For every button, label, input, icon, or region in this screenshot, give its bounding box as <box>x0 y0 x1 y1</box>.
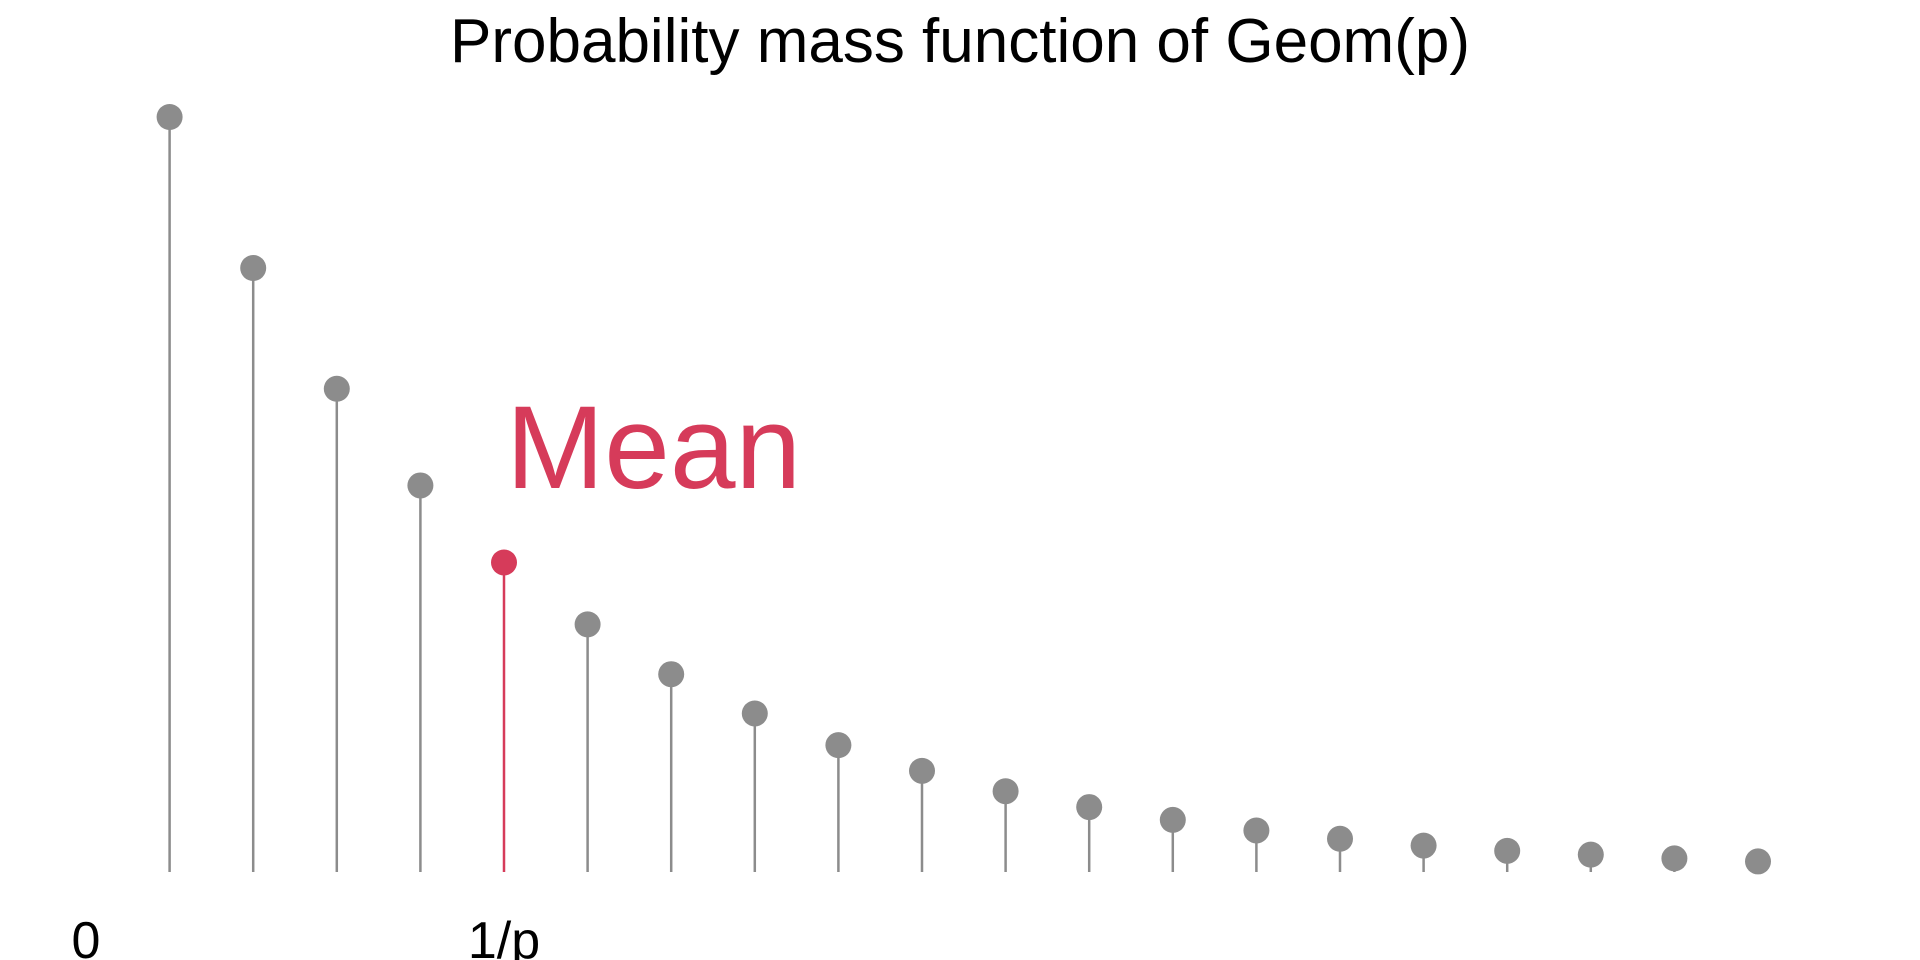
stem-marker <box>323 375 350 402</box>
stem-marker <box>1159 806 1186 833</box>
stem-marker <box>1410 832 1437 859</box>
stem-marker <box>1327 825 1353 852</box>
stem-marker-mean <box>491 549 517 576</box>
stem-marker <box>1076 794 1103 821</box>
stem-marker <box>1745 848 1771 875</box>
chart-title: Probability mass function of Geom(p) <box>450 7 1470 76</box>
stem-marker <box>1577 841 1604 868</box>
stem-marker <box>741 700 768 727</box>
stems-layer <box>156 104 1771 875</box>
stem-marker <box>156 104 183 130</box>
x-tick-label: 0 <box>72 912 101 960</box>
stem-marker <box>825 732 852 759</box>
stem-marker <box>407 472 434 499</box>
stem-marker <box>1494 837 1521 864</box>
x-tick-label: 1/p <box>468 912 540 960</box>
stem-marker <box>909 757 935 784</box>
stem-marker <box>1661 845 1688 872</box>
x-tick-labels: 0 1/p <box>72 912 541 960</box>
stem-marker <box>658 661 685 688</box>
stem-marker <box>574 611 601 638</box>
mean-annotation: Mean <box>506 382 801 514</box>
stem-marker <box>240 255 267 281</box>
stem-marker <box>1243 817 1270 844</box>
stem-marker <box>992 778 1019 805</box>
